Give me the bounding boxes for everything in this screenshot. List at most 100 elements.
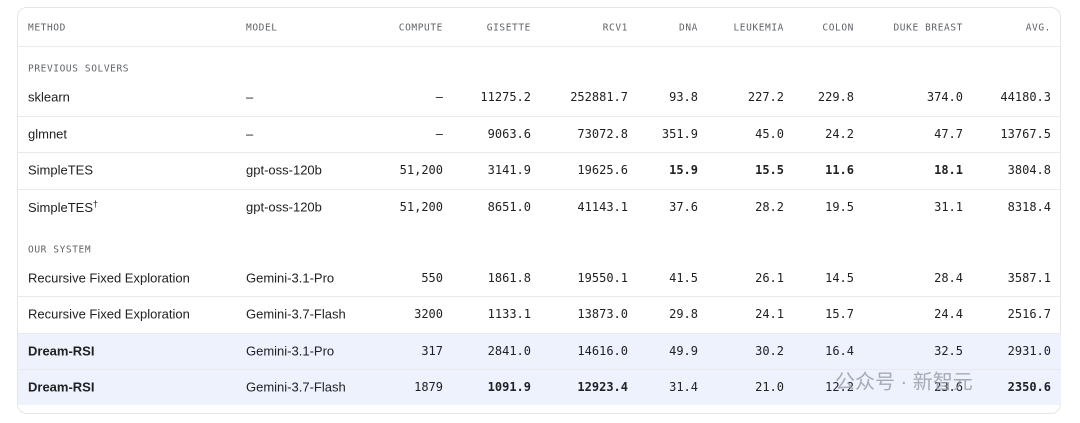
table-cell: 41.5 [669,270,698,285]
table-cell: 28.4 [934,270,963,285]
row-separator [18,369,1061,370]
table-cell: SimpleTES† [28,198,99,215]
table-cell: gpt-oss-120b [246,199,322,214]
table-cell: 3200 [414,307,443,321]
table-cell: 14.5 [825,270,854,285]
table-cell: 11275.2 [480,90,531,104]
row-separator [18,296,1061,297]
column-header: COLON [822,22,854,34]
table-cell: 45.0 [755,126,784,141]
table-cell: 29.8 [669,307,698,321]
section-label: OUR SYSTEM [28,244,92,255]
table-cell: 317 [421,343,443,358]
table-cell: 12923.4 [577,380,628,394]
table-cell: 47.7 [934,126,963,141]
table-cell: Recursive Fixed Exploration [28,306,190,322]
column-header: DUKE BREAST [893,22,963,34]
table-cell: 8651.0 [487,199,531,214]
table-cell: 28.2 [755,199,784,214]
table-cell: Gemini-3.7-Flash [246,379,346,395]
table-cell: 1879 [414,380,443,394]
table-cell: 227.2 [747,90,784,104]
table-cell: 2516.7 [1007,307,1051,321]
table-cell: 24.2 [825,126,854,141]
column-header: RCV1 [602,22,628,34]
table-cell: – [246,89,254,105]
table-cell: 44180.3 [1000,90,1051,104]
table-cell: 15.7 [825,307,854,321]
table-cell: 1861.8 [487,270,531,285]
table-cell: 37.6 [669,199,698,214]
table-cell: 24.4 [934,307,963,321]
table-cell: 15.9 [669,163,698,177]
table-cell: 9063.6 [487,126,531,141]
table-cell: Gemini-3.1-Pro [246,270,335,285]
table-cell: 24.1 [755,307,784,321]
table-cell: 26.1 [755,270,784,285]
table-cell: 3804.8 [1007,163,1051,177]
column-header: AVG. [1025,22,1051,34]
column-header: METHOD [28,22,66,34]
table-cell: 14616.0 [577,343,628,358]
table-cell: 12.2 [825,380,854,394]
row-separator [18,188,1061,190]
table-cell: 19550.1 [577,270,628,285]
table-cell: 31.1 [934,199,963,214]
table-cell: 13873.0 [577,307,628,321]
table-cell: 1091.9 [487,380,531,394]
table-cell: 30.2 [755,343,784,358]
table-cell: Dream-RSI [28,379,95,395]
table-card [17,7,1061,414]
table-cell: 23.6 [934,380,963,394]
table-cell: – [435,90,443,104]
table-cell: 550 [421,270,443,285]
table-cell: Gemini-3.7-Flash [246,306,346,322]
table-cell: 93.8 [669,90,698,104]
table-cell: Gemini-3.1-Pro [246,343,335,358]
table-cell: 11.6 [825,163,854,177]
table-cell: 252881.7 [570,90,628,104]
column-header: MODEL [246,22,278,34]
table-cell: 3141.9 [487,163,531,177]
section-label: PREVIOUS SOLVERS [28,63,130,75]
table-cell: 351.9 [661,126,698,141]
table-cell: – [246,126,254,141]
table-cell: 41143.1 [577,199,628,214]
table-cell: 374.0 [926,90,963,104]
header-separator [18,46,1061,47]
table-cell: 32.5 [934,343,963,358]
column-header: COMPUTE [398,22,443,34]
table-cell: 16.4 [825,343,854,358]
column-header: LEUKEMIA [733,22,784,34]
table-cell: 2841.0 [487,343,531,358]
column-header: DNA [679,22,698,34]
table-cell: 21.0 [755,380,784,394]
row-separator [18,332,1061,334]
table-cell: 19.5 [825,199,854,214]
row-separator [18,115,1061,117]
table-cell: 15.5 [755,163,784,177]
table-cell: 2931.0 [1007,343,1051,358]
table-cell: 31.4 [669,380,698,394]
table-cell: glmnet [28,126,68,141]
row-highlight [18,332,1061,369]
table-cell: 8318.4 [1007,199,1051,214]
table-cell: 73072.8 [577,126,628,141]
table-cell: 19625.6 [577,163,628,177]
table-cell: 2350.6 [1007,380,1051,394]
table-cell: 18.1 [934,163,963,177]
table-cell: Recursive Fixed Exploration [28,270,190,285]
watermark: 公众号 · 新智元 [835,371,973,394]
row-separator [18,152,1061,153]
table-cell: – [435,126,443,141]
table-cell: 3587.1 [1007,270,1051,285]
table-cell: Dream-RSI [28,343,95,358]
table-cell: 13767.5 [1000,126,1051,141]
table-cell: 1133.1 [487,307,531,321]
table-cell: SimpleTES [28,162,94,178]
column-header: GISETTE [486,22,531,34]
table-cell: sklearn [28,89,70,105]
table-cell: 51,200 [399,199,443,214]
table-cell: 51,200 [399,163,443,177]
